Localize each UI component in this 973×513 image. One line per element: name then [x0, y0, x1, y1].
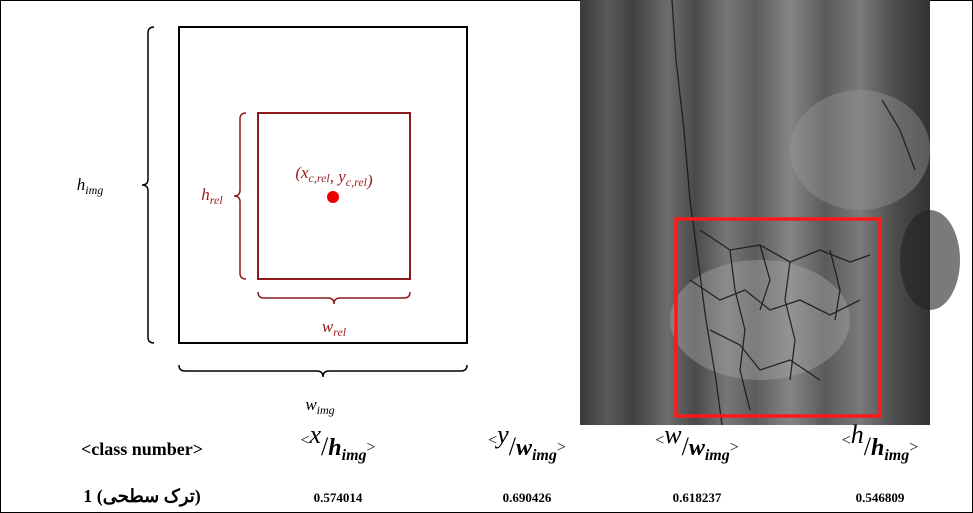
brace	[179, 365, 467, 377]
denominator-sub: img	[342, 447, 367, 464]
label-text: h	[201, 185, 210, 204]
table-header: <class number>	[81, 439, 203, 459]
math-label: wimg	[305, 395, 334, 417]
road-photo	[580, 0, 960, 425]
brace	[142, 27, 154, 343]
label-text: , y	[330, 167, 347, 186]
denominator: w	[516, 435, 533, 461]
braces	[142, 27, 467, 377]
denominator: h	[871, 435, 884, 461]
label-text: h	[77, 175, 86, 194]
center-point	[327, 191, 339, 203]
table-header: <y/wimg>	[488, 420, 566, 464]
table-cell: 0.690426	[503, 490, 552, 505]
numerator: x	[308, 420, 321, 449]
table-cell: 0.618237	[673, 490, 722, 505]
bracket: >	[367, 439, 376, 456]
table-cell: 0.574014	[314, 490, 363, 505]
bracket: >	[909, 439, 918, 456]
math-label: himg	[77, 175, 104, 197]
denominator: w	[689, 435, 706, 461]
label-text: )	[366, 171, 373, 190]
table-cell: 1 (ترک سطحی)	[83, 486, 201, 507]
image-box	[179, 27, 467, 343]
bracket: <	[488, 432, 497, 449]
brace	[258, 292, 410, 304]
label-text: (x	[295, 163, 309, 182]
denominator-sub: img	[884, 447, 909, 464]
numerator: y	[494, 420, 509, 449]
bracket: >	[557, 439, 566, 456]
denominator: h	[328, 435, 341, 461]
label-subscript: c,rel	[346, 175, 368, 189]
table-header: <x/himg>	[300, 420, 375, 464]
denominator-sub: img	[705, 447, 730, 464]
bracket: >	[730, 439, 739, 456]
math-label: wrel	[322, 317, 347, 339]
label-subscript: img	[85, 183, 103, 197]
label-text: w	[305, 395, 317, 414]
label-subscript: c,rel	[309, 171, 331, 185]
table-header: <h/himg>	[842, 420, 919, 464]
table-cell: 0.546809	[856, 490, 905, 505]
bracket: <	[655, 432, 664, 449]
label-subscript: rel	[333, 325, 347, 339]
table-header: <w/wimg>	[655, 420, 739, 464]
label-subscript: rel	[210, 193, 224, 207]
diagram: himghrel(xc,rel, yc,rel)wrelwimg <class …	[0, 0, 973, 513]
label-text: w	[322, 317, 334, 336]
label-subscript: img	[317, 403, 335, 417]
math-label: hrel	[201, 185, 223, 207]
denominator-sub: img	[532, 447, 557, 464]
bracket: <	[300, 432, 309, 449]
math-label: (xc,rel, yc,rel)	[295, 163, 373, 190]
numerator: h	[851, 420, 864, 449]
brace	[234, 113, 246, 279]
bracket: <	[842, 432, 851, 449]
numerator: w	[664, 420, 682, 449]
